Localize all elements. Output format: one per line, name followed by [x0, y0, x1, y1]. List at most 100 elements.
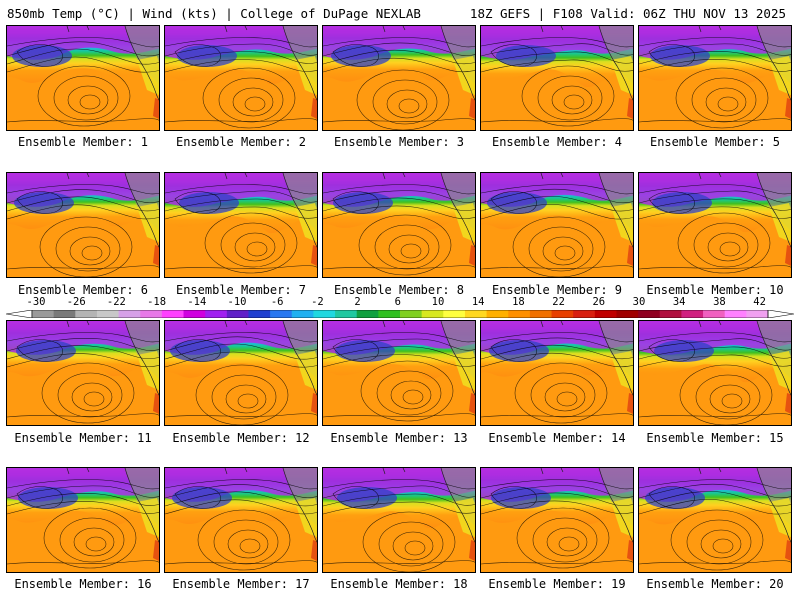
member-caption: Ensemble Member: 15: [646, 431, 784, 445]
run-info: 18Z GEFS | F108 Valid: 06Z THU NOV 13 20…: [469, 6, 786, 21]
member-map: [480, 467, 634, 573]
colorbar-segment: [724, 310, 747, 318]
member-caption: Ensemble Member: 7: [175, 283, 307, 297]
colorbar-tick-label: -18: [147, 296, 167, 308]
colorbar-tick-label: 26: [592, 296, 606, 308]
member-caption: Ensemble Member: 14: [488, 431, 626, 445]
colorbar-segment: [746, 310, 769, 318]
colorbar-segment: [573, 310, 596, 318]
colorbar-segment: [551, 310, 574, 318]
member-caption: Ensemble Member: 20: [646, 577, 784, 591]
member-map: [164, 320, 318, 426]
member-map: [322, 25, 476, 131]
member-map: [638, 172, 792, 278]
member-map: [638, 467, 792, 573]
colorbar-tick-label: 2: [354, 296, 361, 308]
colorbar-segment: [335, 310, 358, 318]
colorbar-tick-label: -10: [227, 296, 247, 308]
colorbar-segment: [161, 310, 184, 318]
colorbar-segment: [32, 310, 55, 318]
member-map: [164, 172, 318, 278]
colorbar-segment: [205, 310, 228, 318]
colorbar-tick-label: 6: [394, 296, 401, 308]
colorbar-segment: [226, 310, 249, 318]
colorbar-tick-label: -26: [66, 296, 86, 308]
colorbar-tick-label: 18: [512, 296, 525, 308]
colorbar-max-arrow: [767, 310, 794, 318]
member-map: [6, 320, 160, 426]
colorbar-tick-label: 38: [713, 296, 726, 308]
colorbar-segment: [616, 310, 639, 318]
colorbar-segment: [400, 310, 423, 318]
member-caption: Ensemble Member: 2: [175, 135, 307, 149]
member-caption: Ensemble Member: 1: [17, 135, 149, 149]
member-map: [322, 467, 476, 573]
colorbar-segment: [248, 310, 271, 318]
colorbar-segment: [659, 310, 682, 318]
colorbar-tick-label: 10: [431, 296, 445, 308]
colorbar-tick-label: 34: [672, 296, 686, 308]
member-caption: Ensemble Member: 12: [172, 431, 310, 445]
colorbar-tick-label: -6: [270, 296, 284, 308]
colorbar-segment: [421, 310, 444, 318]
colorbar-tick-label: -22: [106, 296, 126, 308]
member-map: [6, 172, 160, 278]
colorbar-segment: [118, 310, 141, 318]
colorbar-segment: [681, 310, 704, 318]
member-caption: Ensemble Member: 5: [649, 135, 781, 149]
member-map: [6, 25, 160, 131]
colorbar-segment: [140, 310, 163, 318]
colorbar-tick-label: 22: [552, 296, 565, 308]
colorbar-tick-label: -30: [26, 296, 46, 308]
colorbar-segment: [464, 310, 487, 318]
colorbar-tick-label: -2: [311, 296, 324, 308]
colorbar-segment: [508, 310, 531, 318]
member-caption: Ensemble Member: 11: [14, 431, 152, 445]
colorbar-segment: [638, 310, 661, 318]
colorbar-min-arrow: [6, 310, 33, 318]
member-caption: Ensemble Member: 3: [333, 135, 465, 149]
chart-title: 850mb Temp (°C) | Wind (kts) | College o…: [7, 6, 421, 21]
member-map: [638, 25, 792, 131]
header: 850mb Temp (°C) | Wind (kts) | College o…: [0, 0, 800, 24]
colorbar-segment: [270, 310, 293, 318]
colorbar-labels: -30 -26 -22 -18 -14 -10 -6 -2 2 6 10 14 18 22 26 30 34 38…: [0, 296, 800, 308]
member-map: [164, 25, 318, 131]
member-map: [480, 320, 634, 426]
colorbar-segment: [356, 310, 379, 318]
colorbar-segment: [486, 310, 509, 318]
member-map: [480, 172, 634, 278]
member-map: [480, 25, 634, 131]
member-caption: Ensemble Member: 17: [172, 577, 310, 591]
member-map: [322, 172, 476, 278]
member-caption: Ensemble Member: 19: [488, 577, 626, 591]
member-caption: Ensemble Member: 4: [491, 135, 623, 149]
colorbar-segment: [594, 310, 617, 318]
member-caption: Ensemble Member: 6: [17, 283, 149, 297]
colorbar-tick-label: 14: [471, 296, 485, 308]
colorbar-segment: [443, 310, 466, 318]
colorbar-outline: [31, 310, 769, 318]
colorbar: [6, 310, 794, 318]
colorbar-segment: [703, 310, 726, 318]
colorbar-segment: [378, 310, 401, 318]
colorbar-segment: [529, 310, 552, 318]
colorbar-tick-label: 42: [753, 296, 766, 308]
member-caption: Ensemble Member: 9: [491, 283, 623, 297]
colorbar-segment: [183, 310, 206, 318]
colorbar-tick-label: -14: [187, 296, 207, 308]
member-caption: Ensemble Member: 13: [330, 431, 468, 445]
member-map: [6, 467, 160, 573]
member-caption: Ensemble Member: 16: [14, 577, 152, 591]
member-caption: Ensemble Member: 8: [333, 283, 465, 297]
member-map: [322, 320, 476, 426]
member-caption: Ensemble Member: 18: [330, 577, 468, 591]
colorbar-segment: [96, 310, 119, 318]
colorbar-segment: [53, 310, 76, 318]
colorbar-segment: [291, 310, 314, 318]
colorbar-segment: [75, 310, 98, 318]
colorbar-tick-label: 30: [632, 296, 646, 308]
member-caption: Ensemble Member: 10: [646, 283, 784, 297]
member-map: [638, 320, 792, 426]
colorbar-segment: [313, 310, 336, 318]
